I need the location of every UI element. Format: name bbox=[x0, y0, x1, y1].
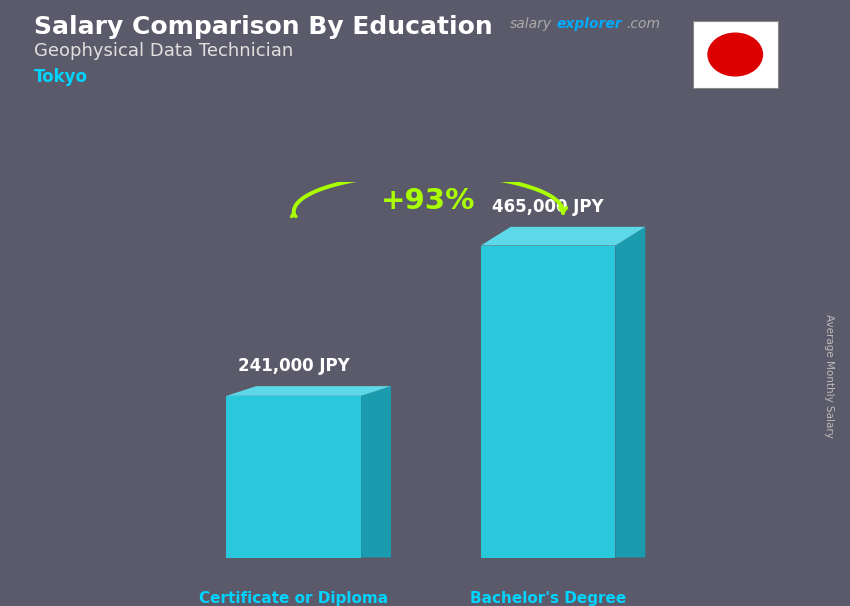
Polygon shape bbox=[615, 227, 645, 558]
Text: Geophysical Data Technician: Geophysical Data Technician bbox=[34, 42, 293, 61]
Polygon shape bbox=[481, 245, 615, 558]
Circle shape bbox=[708, 33, 762, 76]
Text: Salary Comparison By Education: Salary Comparison By Education bbox=[34, 15, 493, 39]
Text: Certificate or Diploma: Certificate or Diploma bbox=[199, 591, 388, 606]
Polygon shape bbox=[361, 386, 391, 558]
Text: Average Monthly Salary: Average Monthly Salary bbox=[824, 314, 834, 438]
Text: salary: salary bbox=[510, 17, 552, 31]
Text: Bachelor's Degree: Bachelor's Degree bbox=[470, 591, 626, 606]
Text: explorer: explorer bbox=[557, 17, 622, 31]
Text: 465,000 JPY: 465,000 JPY bbox=[492, 198, 604, 216]
Polygon shape bbox=[481, 227, 645, 245]
Text: Tokyo: Tokyo bbox=[34, 68, 88, 86]
Text: +93%: +93% bbox=[381, 187, 476, 215]
Polygon shape bbox=[226, 386, 391, 396]
Text: 241,000 JPY: 241,000 JPY bbox=[238, 357, 349, 375]
Text: .com: .com bbox=[626, 17, 660, 31]
Polygon shape bbox=[226, 396, 361, 558]
